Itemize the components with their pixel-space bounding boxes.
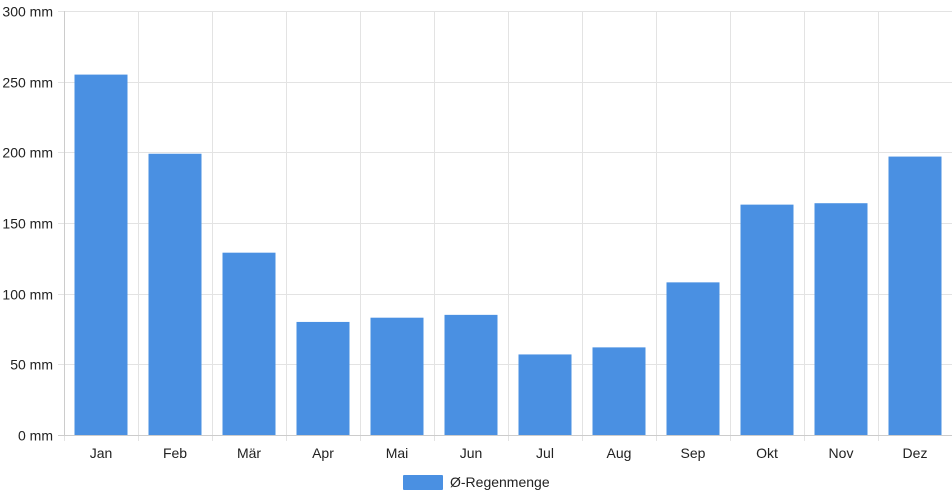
bar-nov[interactable] — [814, 203, 868, 435]
bar-mär[interactable] — [222, 252, 276, 435]
legend[interactable]: Ø-Regenmenge — [403, 474, 550, 490]
bar-sep[interactable] — [666, 282, 720, 435]
y-tick-label: 250 mm — [2, 75, 53, 91]
y-tick-labels: 0 mm 50 mm 100 mm 150 mm 200 mm 250 mm 300 mm — [2, 4, 53, 444]
bar-mai[interactable] — [370, 317, 424, 435]
legend-label: Ø-Regenmenge — [450, 474, 550, 490]
bar-jan[interactable] — [74, 74, 128, 435]
x-tick-label: Dez — [903, 445, 928, 461]
bar-apr[interactable] — [296, 321, 350, 435]
x-tick-label: Apr — [312, 445, 334, 461]
y-tick-label: 200 mm — [2, 145, 53, 161]
y-tick-label: 0 mm — [18, 428, 53, 444]
x-tick-label: Okt — [756, 445, 778, 461]
x-tick-label: Nov — [829, 445, 854, 461]
grid-lines — [58, 11, 952, 441]
bar-jun[interactable] — [444, 314, 498, 435]
x-tick-label: Aug — [607, 445, 632, 461]
x-tick-label: Feb — [163, 445, 187, 461]
x-tick-label: Sep — [681, 445, 706, 461]
x-tick-label: Mai — [386, 445, 409, 461]
bar-aug[interactable] — [592, 347, 646, 435]
bar-dez[interactable] — [888, 156, 942, 435]
y-tick-label: 150 mm — [2, 216, 53, 232]
bar-jul[interactable] — [518, 354, 572, 435]
y-tick-label: 300 mm — [2, 4, 53, 20]
x-tick-label: Jun — [460, 445, 483, 461]
axes — [58, 11, 952, 436]
bar-feb[interactable] — [148, 153, 202, 435]
y-tick-label: 50 mm — [10, 357, 53, 373]
x-tick-label: Jul — [536, 445, 554, 461]
x-tick-label: Jan — [90, 445, 113, 461]
y-tick-label: 100 mm — [2, 287, 53, 303]
legend-swatch — [403, 475, 443, 490]
x-tick-label: Mär — [237, 445, 261, 461]
x-tick-labels: Jan Feb Mär Apr Mai Jun Jul Aug Sep Okt Nov Dez — [90, 445, 928, 461]
bar-okt[interactable] — [740, 204, 794, 435]
bars — [74, 74, 942, 435]
